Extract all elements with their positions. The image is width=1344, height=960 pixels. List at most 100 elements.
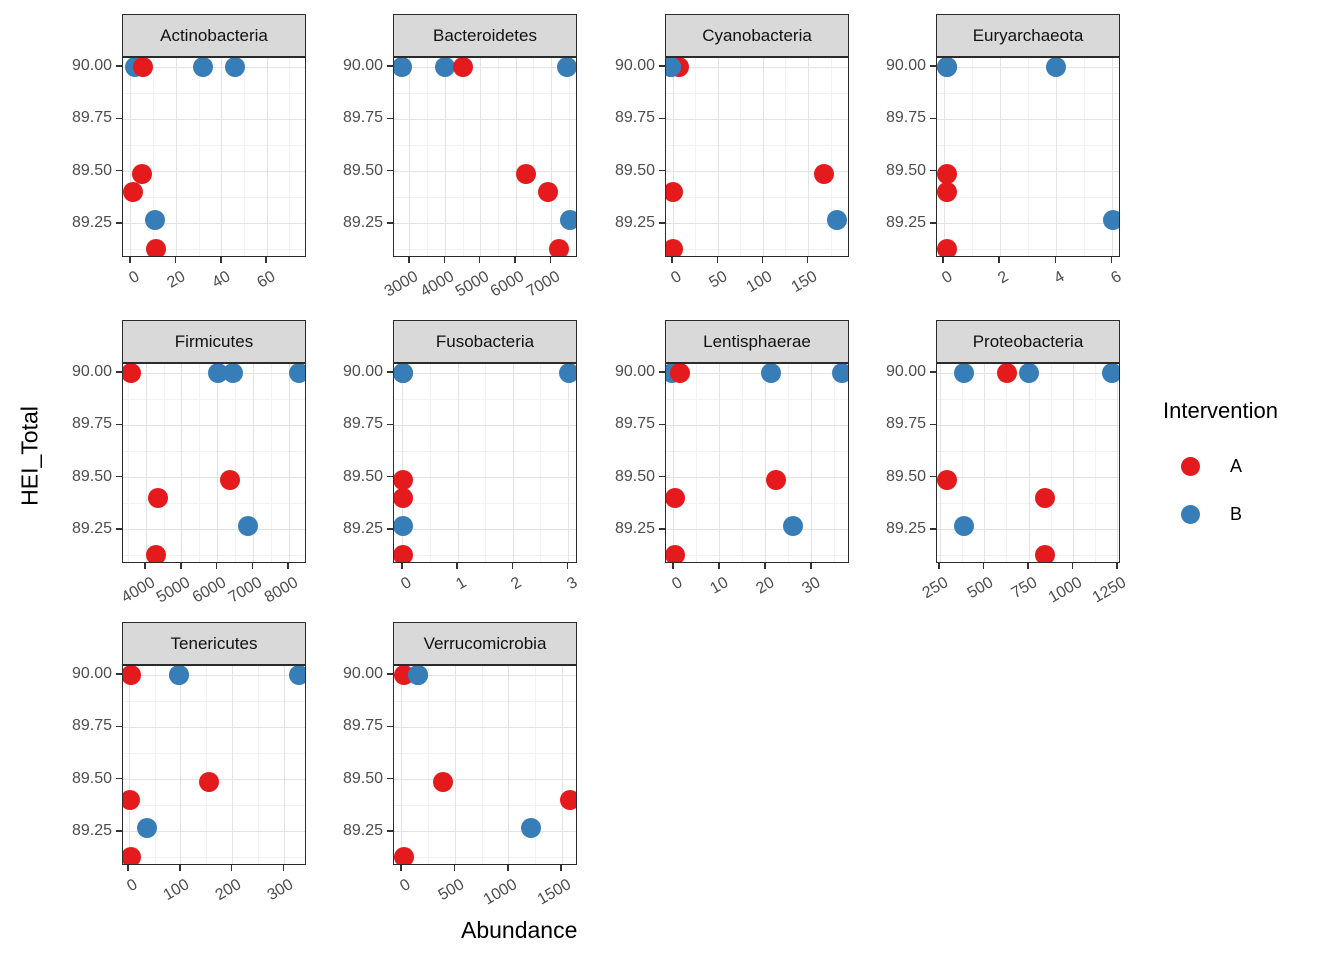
x-tick-label: 150 [788,268,821,297]
gridline-major [123,831,305,833]
data-point-b [954,364,975,384]
gridline-minor [123,144,305,146]
y-tick-label: 89.75 [71,415,112,433]
y-tick-mark [659,222,665,224]
x-tick-mark [282,865,284,871]
gridline-major [123,529,305,531]
y-tick-mark [930,222,936,224]
facet-strip: Firmicutes [122,320,306,363]
gridline-major [252,364,254,562]
gridline-major [232,666,234,864]
gridline-minor [540,364,542,562]
gridline-minor [1027,58,1029,256]
gridline-major [937,223,1119,225]
gridline-major [765,364,767,562]
y-tick-mark [387,528,393,530]
legend-item-b: B [1163,490,1278,538]
data-point-a [560,790,576,811]
x-tick-mark [220,257,222,263]
data-point-b [666,58,682,78]
gridline-minor [695,58,697,256]
gridline-major [666,223,848,225]
gridline-minor [1083,58,1085,256]
gridline-minor [206,666,208,864]
x-tick-mark [1054,257,1057,263]
y-tick-label: 89.50 [885,467,926,485]
data-point-a [199,771,220,792]
data-point-a [937,163,957,184]
gridline-minor [394,197,576,199]
gridline-minor [666,555,848,557]
y-tick-label: 89.50 [342,161,383,179]
data-point-b [144,209,165,230]
gridline-minor [123,450,305,452]
y-tick-label: 89.50 [614,467,655,485]
data-point-b [1019,364,1039,384]
data-point-a [145,238,166,256]
x-tick-label: 750 [1008,574,1041,603]
y-tick-label: 89.25 [342,821,383,839]
gridline-major [999,58,1001,256]
x-tick-label: 20 [753,574,778,598]
x-tick-mark [251,563,254,569]
gridline-major [1055,58,1057,256]
gridline-major [666,424,848,426]
facet-title: Cyanobacteria [702,25,812,45]
gridline-minor [394,805,576,807]
gridline-minor [1095,364,1097,562]
y-tick-label: 89.50 [614,161,655,179]
y-axis-title: HEI_Total [16,406,43,506]
gridline-minor [394,398,576,400]
facet-strip: Euryarchaeota [936,14,1120,57]
gridline-major [550,58,552,256]
gridline-minor [257,666,259,864]
y-tick-label: 89.50 [71,161,112,179]
facet-panel-verrucomicrobia [393,665,577,865]
gridline-major [288,364,290,562]
x-tick-label: 6 [1107,268,1125,288]
gridline-major [1117,364,1119,562]
x-tick-mark [566,563,569,569]
data-point-b [520,817,541,838]
gridline-major [561,666,563,864]
x-tick-mark [456,563,458,569]
data-point-b [394,58,412,78]
x-tick-label: 1000 [480,876,521,909]
gridline-minor [666,398,848,400]
gridline-minor [666,450,848,452]
x-tick-mark [179,865,181,871]
gridline-minor [199,364,201,562]
gridline-minor [235,364,237,562]
gridline-major [123,477,305,479]
x-tick-mark [764,563,766,569]
gridline-minor [568,58,570,256]
data-point-a [132,58,153,78]
data-point-a [538,182,559,203]
gridline-major [145,364,147,562]
y-tick-mark [387,423,393,426]
x-tick-label: 100 [160,876,193,905]
x-tick-label: 0 [669,574,686,594]
gridline-major [394,674,576,676]
data-point-a [937,238,957,256]
gridline-minor [394,450,576,452]
data-point-b [288,364,305,384]
y-tick-label: 90.00 [71,665,112,683]
y-tick-label: 89.75 [885,109,926,127]
legend-item-a: A [1163,442,1278,490]
data-point-b [223,364,244,384]
y-tick-label: 89.75 [614,109,655,127]
data-point-b [224,58,245,78]
data-point-b [827,209,848,230]
legend-dot-a-icon [1181,456,1200,476]
gridline-minor [937,197,1119,199]
y-tick-label: 90.00 [614,57,655,75]
data-point-a [666,182,684,203]
gridline-major [666,118,848,120]
y-tick-mark [116,475,122,478]
x-tick-mark [127,865,129,871]
gridline-minor [289,58,291,256]
gridline-minor [394,249,576,251]
y-tick-label: 89.75 [342,415,383,433]
x-tick-mark [287,563,289,569]
